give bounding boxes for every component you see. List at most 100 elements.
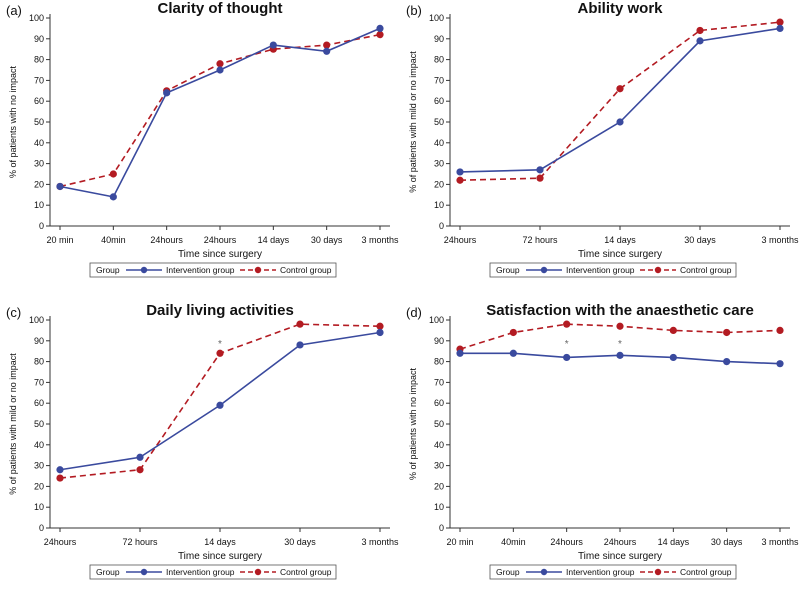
y-tick-label: 70 [34,377,44,387]
x-tick-label: 24hours [444,235,477,245]
legend-label-control: Control group [280,567,332,577]
y-tick-label: 0 [39,523,44,533]
chart-title: Satisfaction with the anaesthetic care [486,302,754,319]
data-point-control [696,26,704,35]
x-tick-label: 3 months [761,537,799,547]
data-point-control [56,474,64,482]
y-tick-label: 80 [34,357,44,367]
legend-box [89,262,337,278]
y-tick-label: 40 [434,138,444,148]
data-point-control [723,328,731,337]
legend-marker-control [654,266,662,274]
legend-label-control: Control group [280,265,332,275]
x-tick-label: 30 days [684,235,716,245]
legend-box [89,564,337,580]
significance-marker: * [218,339,222,350]
data-point-intervention [216,66,224,74]
legend-marker-intervention [540,568,548,576]
data-point-intervention [563,353,571,362]
legend-marker-control [654,568,662,576]
x-tick-label: 40min [101,235,126,245]
data-point-control [376,31,384,39]
data-point-control [509,328,517,337]
legend-marker-intervention [140,568,148,576]
data-point-control [776,326,784,334]
chart-panel-c: (c) Daily living activities 0 10 20 30 40 50 60 7… [0,302,400,603]
y-axis-title: % of patients with no impact [408,367,418,480]
data-point-control [109,170,117,178]
y-tick-label: 100 [29,315,44,325]
data-point-intervention [216,401,224,409]
panel-label: (d) [406,305,422,320]
legend-title: Group [496,265,520,275]
series-line-intervention [59,27,381,198]
x-tick-label: 3 months [761,235,799,245]
panel-label: (a) [6,3,22,18]
y-tick-label: 30 [434,159,444,169]
data-point-intervention [323,47,331,55]
data-point-control [216,60,224,68]
x-axis-title: Time since surgery [178,551,262,562]
x-axis-title: Time since surgery [578,551,662,562]
y-tick-label: 20 [34,179,44,189]
y-tick-label: 0 [39,221,44,231]
data-point-intervention [109,193,117,201]
y-tick-label: 100 [29,13,44,23]
data-point-intervention [616,351,624,359]
data-point-intervention [56,466,64,474]
x-tick-label: 20 min [446,537,473,547]
y-tick-label: 80 [434,357,444,367]
legend-label-intervention: Intervention group [166,265,235,275]
y-tick-label: 50 [434,419,444,429]
data-point-control [669,326,677,334]
data-point-control [323,41,331,49]
data-point-control [536,174,544,182]
series-line-intervention [459,27,781,173]
data-point-intervention [509,349,517,357]
data-point-intervention [456,349,464,357]
x-tick-label: 72 hours [522,235,558,245]
legend-title: Group [96,265,120,275]
chart-svg: (c) Daily living activities 0 10 20 30 40 50 60 7… [6,302,399,580]
data-point-control [136,466,144,474]
data-point-intervention [269,41,277,49]
data-point-control [616,322,624,330]
y-tick-label: 100 [429,315,444,325]
x-tick-label: 24hours [550,537,583,547]
data-point-intervention [163,89,171,97]
series-line-control [459,21,781,182]
y-tick-label: 50 [34,117,44,127]
chart-title: Daily living activities [146,302,294,319]
legend-marker-intervention [140,266,148,274]
y-tick-label: 60 [434,398,444,408]
y-tick-label: 80 [34,55,44,65]
series-line-control [59,33,381,188]
data-point-intervention [776,360,784,368]
significance-marker: * [618,339,622,350]
data-point-intervention [536,166,544,174]
data-point-intervention [616,118,624,126]
y-tick-label: 60 [434,96,444,106]
data-point-intervention [776,24,784,32]
y-tick-label: 30 [34,461,44,471]
legend-box [489,262,737,278]
x-axis-title: Time since surgery [578,249,662,260]
x-tick-label: 14 days [604,235,636,245]
legend-label-control: Control group [680,265,732,275]
panel-label: (b) [406,3,422,18]
data-point-intervention [376,24,384,32]
data-point-control [376,322,384,330]
significance-marker: * [565,339,569,350]
panel-label: (c) [6,305,21,320]
chart-panel-d: (d) Satisfaction with the anaesthetic car… [400,302,800,603]
y-tick-label: 10 [34,502,44,512]
chart-svg: (a) Clarity of thought 0 10 20 30 40 50 60 70 80 90… [6,0,399,278]
data-point-intervention [296,341,304,349]
y-tick-label: 40 [434,440,444,450]
x-tick-label: 24hours [604,537,637,547]
x-tick-label: 72 hours [122,537,158,547]
x-tick-label: 20 min [46,235,73,245]
y-tick-label: 90 [434,34,444,44]
chart-title: Ability work [577,0,663,17]
x-tick-label: 14 days [204,537,236,547]
